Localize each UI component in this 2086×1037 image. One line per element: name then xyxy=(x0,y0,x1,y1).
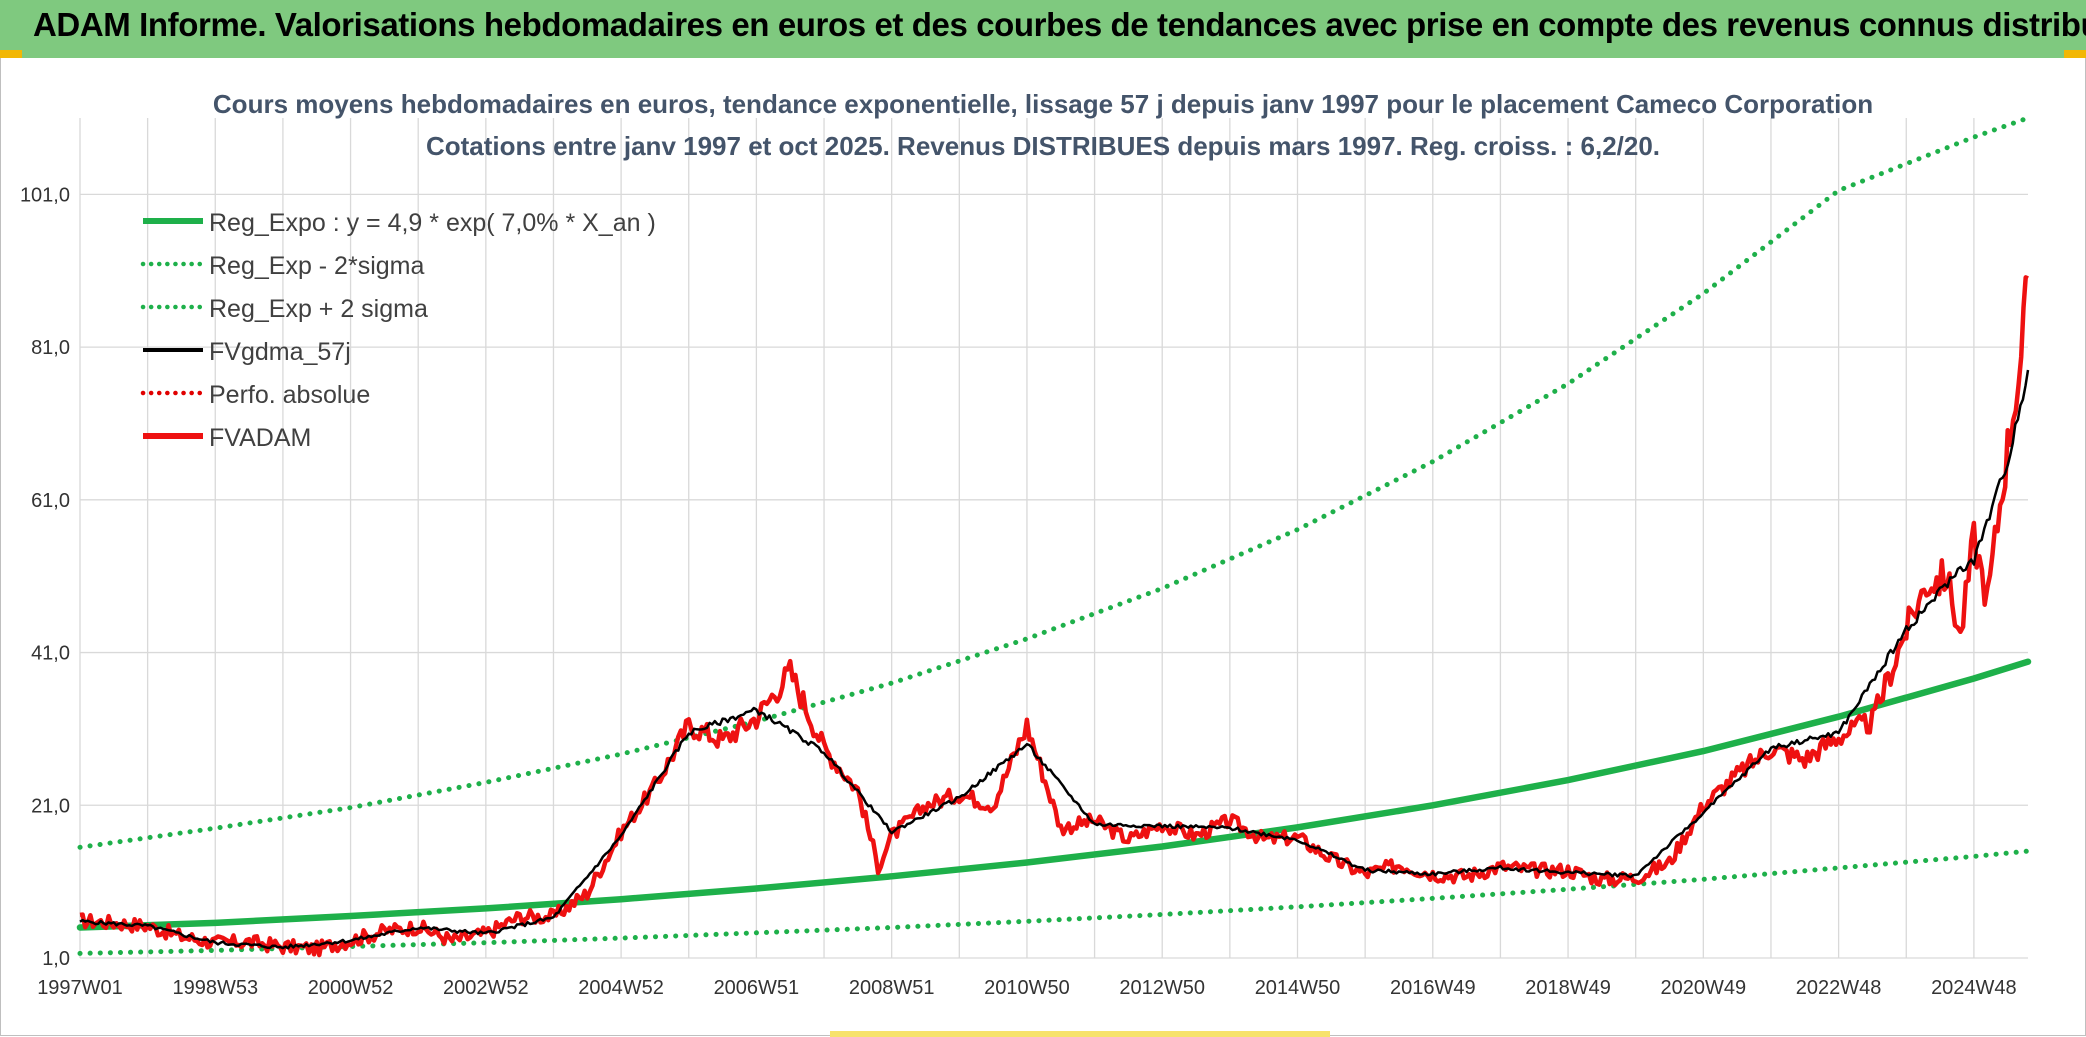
chart-legend: Reg_Expo : y = 4,9 * exp( 7,0% * X_an ) R… xyxy=(140,209,656,452)
series-line-reg-expo xyxy=(76,658,2032,931)
corner-mark-left xyxy=(0,50,22,58)
legend-label: FVgdma_57j xyxy=(209,338,351,366)
corner-mark-right xyxy=(2064,50,2086,58)
x-tick-label: 2020W49 xyxy=(1661,977,1747,999)
legend-label: Reg_Exp - 2*sigma xyxy=(209,252,424,280)
bottom-highlight xyxy=(830,1031,1330,1037)
y-tick-label: 101,0 xyxy=(20,184,70,206)
x-tick-label: 2022W48 xyxy=(1796,977,1882,999)
legend-label: FVADAM xyxy=(209,424,311,452)
x-tick-label: 2006W51 xyxy=(714,977,800,999)
x-tick-label: 2002W52 xyxy=(443,977,529,999)
chart-title-line2: Cotations entre janv 1997 et oct 2025. R… xyxy=(426,131,1660,161)
report-title: ADAM Informe. Valorisations hebdomadaire… xyxy=(33,6,2086,43)
x-tick-label: 2014W50 xyxy=(1255,977,1341,999)
legend-label: Perfo. absolue xyxy=(209,381,370,409)
x-tick-label: 2010W50 xyxy=(984,977,1070,999)
report-banner: ADAM Informe. Valorisations hebdomadaire… xyxy=(0,0,2086,58)
series-line-reg-exp xyxy=(77,115,2031,850)
series-line-fvgdma-57j xyxy=(79,369,2030,950)
series-layer xyxy=(76,115,2032,958)
chart-title-line1: Cours moyens hebdomadaires en euros, ten… xyxy=(213,89,1873,119)
y-tick-label: 21,0 xyxy=(31,795,70,817)
x-tick-label: 2016W49 xyxy=(1390,977,1476,999)
legend-label: Reg_Exp + 2 sigma xyxy=(209,295,428,323)
x-tick-label: 2000W52 xyxy=(308,977,394,999)
x-tick-label: 2004W52 xyxy=(578,977,664,999)
x-tick-label: 1997W01 xyxy=(37,977,123,999)
x-tick-label: 2012W50 xyxy=(1119,977,1205,999)
x-tick-label: 1998W53 xyxy=(172,977,258,999)
x-tick-label: 2018W49 xyxy=(1525,977,1611,999)
y-tick-label: 81,0 xyxy=(31,337,70,359)
series-line-fvadam xyxy=(79,275,2029,958)
y-tick-label: 61,0 xyxy=(31,490,70,512)
x-axis-ticks: 1997W01 1998W53 2000W52 2002W52 2004W52 2006W… xyxy=(37,977,2017,999)
x-tick-label: 2024W48 xyxy=(1931,977,2017,999)
chart-grid xyxy=(79,118,2028,959)
x-tick-label: 2008W51 xyxy=(849,977,935,999)
y-tick-label: 41,0 xyxy=(31,643,70,665)
y-axis-ticks: 1,0 21,0 41,0 61,0 81,0 101,0 xyxy=(20,184,70,970)
y-tick-label: 1,0 xyxy=(42,948,70,970)
legend-label: Reg_Expo : y = 4,9 * exp( 7,0% * X_an ) xyxy=(209,209,656,237)
